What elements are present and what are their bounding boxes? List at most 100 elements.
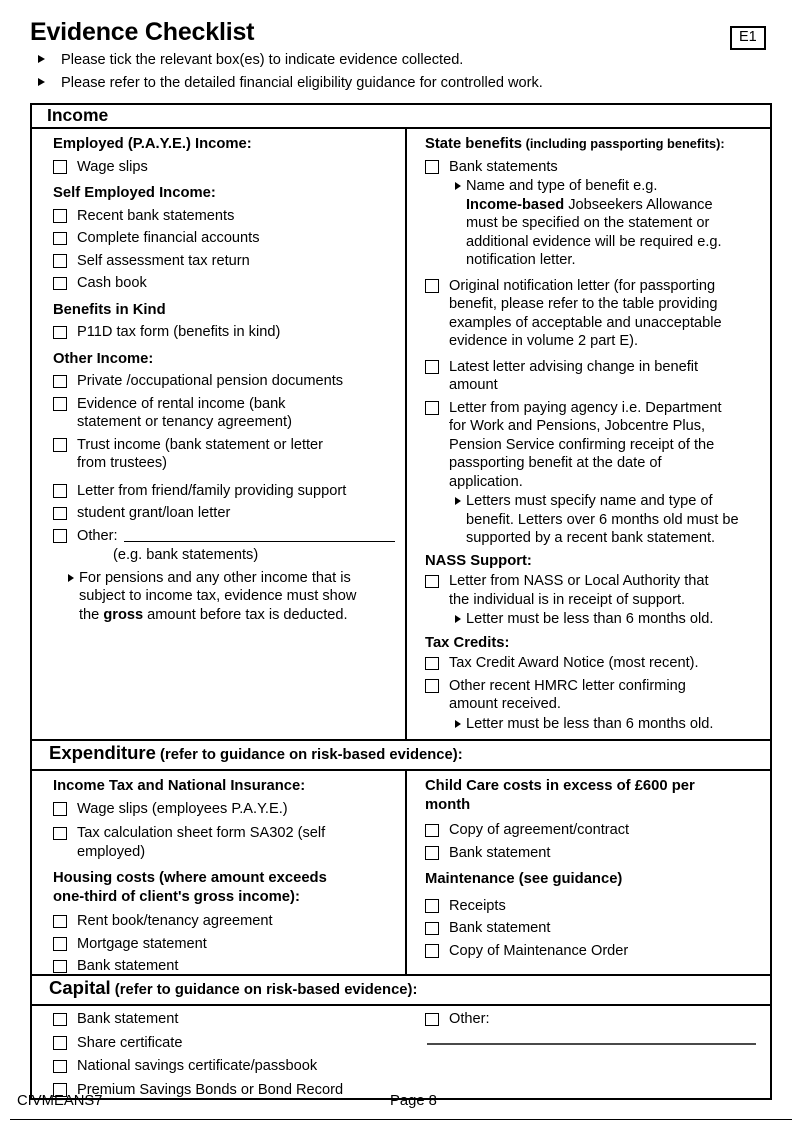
form-code-badge: E1 bbox=[730, 26, 766, 50]
capital-other-write-in-line[interactable] bbox=[427, 1042, 756, 1045]
other-income-checkbox[interactable] bbox=[53, 529, 67, 543]
other-income-heading: Other Income: bbox=[53, 350, 154, 367]
capital-right-column: Other: bbox=[407, 1006, 770, 1098]
checklist-item: Share certificate bbox=[53, 1034, 399, 1053]
p11d-tax-form-checkbox[interactable] bbox=[53, 325, 67, 339]
self-employed-income-heading: Self Employed Income: bbox=[53, 185, 216, 201]
gross-income-note: For pensions and any other income that i… bbox=[68, 569, 397, 625]
sa302-tax-calculation-checkbox[interactable] bbox=[53, 826, 67, 840]
item-label: Rent book/tenancy agreement bbox=[77, 913, 273, 929]
item-label: Evidence of rental income (bank statemen… bbox=[77, 395, 292, 431]
checklist-item: Latest letter advising change in benefit… bbox=[425, 358, 764, 395]
employed-income-heading: Employed (P.A.Y.E.) Income: bbox=[53, 136, 252, 152]
maintenance-order-checkbox[interactable] bbox=[425, 944, 439, 958]
item-label: Copy of Maintenance Order bbox=[449, 942, 629, 959]
instruction-text: Please tick the relevant box(es) to indi… bbox=[61, 52, 464, 68]
benefits-in-kind-heading: Benefits in Kind bbox=[53, 301, 166, 318]
checklist-item: Bank statements bbox=[425, 158, 764, 177]
item-label: Trust income (bank statement or letter f… bbox=[77, 436, 324, 472]
item-label: Letter from friend/family providing supp… bbox=[77, 482, 347, 499]
checklist-item: Original notification letter (for passpo… bbox=[425, 277, 764, 351]
capital-left-column: Bank statement Share certificate Nationa… bbox=[32, 1006, 407, 1098]
checklist-item: P11D tax form (benefits in kind) bbox=[53, 323, 397, 342]
nass-support-heading: NASS Support: bbox=[425, 552, 532, 569]
complete-financial-accounts-checkbox[interactable] bbox=[53, 231, 67, 245]
checklist-item: Evidence of rental income (bank statemen… bbox=[53, 395, 397, 432]
item-label: Copy of agreement/contract bbox=[449, 822, 630, 838]
cash-book-checkbox[interactable] bbox=[53, 276, 67, 290]
expenditure-section: Income Tax and National Insurance: Wage … bbox=[32, 771, 770, 974]
premium-bonds-checkbox[interactable] bbox=[53, 1083, 67, 1097]
note-text: Letter must be less than 6 months old. bbox=[466, 611, 714, 627]
heading-paren: (refer to guidance on risk-based evidenc… bbox=[155, 747, 463, 763]
other-income-write-in-line[interactable] bbox=[123, 527, 395, 542]
checklist-item: Rent book/tenancy agreement bbox=[53, 912, 397, 931]
maintenance-bank-statement-checkbox[interactable] bbox=[425, 921, 439, 935]
childcare-costs-heading: Child Care costs in excess of £600 per m… bbox=[425, 778, 695, 813]
note-text: For pensions and any other income that i… bbox=[79, 569, 356, 625]
income-left-column: Employed (P.A.Y.E.) Income: Wage slips S… bbox=[32, 129, 407, 739]
nass-letter-checkbox[interactable] bbox=[425, 574, 439, 588]
footer-rule bbox=[10, 1119, 792, 1120]
checklist-item: Trust income (bank statement or letter f… bbox=[53, 436, 397, 473]
wage-slips-paye-checkbox[interactable] bbox=[53, 802, 67, 816]
checklist-item: Bank statement bbox=[425, 844, 764, 863]
rent-book-checkbox[interactable] bbox=[53, 914, 67, 928]
capital-bank-statement-checkbox[interactable] bbox=[53, 1012, 67, 1026]
hmrc-letter-checkbox[interactable] bbox=[425, 679, 439, 693]
item-label: P11D tax form (benefits in kind) bbox=[77, 324, 281, 340]
latest-benefit-letter-checkbox[interactable] bbox=[425, 360, 439, 374]
childcare-agreement-checkbox[interactable] bbox=[425, 823, 439, 837]
childcare-bank-statement-checkbox[interactable] bbox=[425, 846, 439, 860]
checklist-item: Copy of Maintenance Order bbox=[425, 942, 764, 961]
checklist-item: Wage slips (employees P.A.Y.E.) bbox=[53, 800, 397, 819]
benefit-name-note: Name and type of benefit e.g. Income-bas… bbox=[455, 177, 764, 270]
rental-income-evidence-checkbox[interactable] bbox=[53, 397, 67, 411]
wage-slips-checkbox[interactable] bbox=[53, 160, 67, 174]
private-occupational-pension-checkbox[interactable] bbox=[53, 374, 67, 388]
item-label: Letter from paying agency i.e. Departmen… bbox=[449, 399, 722, 490]
checklist-item: Copy of agreement/contract bbox=[425, 821, 764, 840]
checklist-item: Premium Savings Bonds or Bond Record (su… bbox=[53, 1081, 399, 1099]
item-label: Cash book bbox=[77, 275, 147, 291]
item-label: Other recent HMRC letter confirming amou… bbox=[449, 677, 686, 713]
expenditure-section-header: Expenditure (refer to guidance on risk-b… bbox=[32, 739, 770, 771]
capital-other-checkbox[interactable] bbox=[425, 1012, 439, 1026]
item-label: Bank statement bbox=[449, 844, 551, 861]
income-right-column: State benefits (including passporting be… bbox=[407, 129, 770, 739]
note-bold-word: Income-based bbox=[466, 196, 565, 213]
arrow-bullet-icon bbox=[38, 55, 45, 63]
item-label: Bank statement bbox=[449, 920, 551, 936]
checklist-item: National savings certificate/passbook bbox=[53, 1057, 399, 1076]
maintenance-receipts-checkbox[interactable] bbox=[425, 899, 439, 913]
checklist-item: Complete financial accounts bbox=[53, 229, 397, 248]
housing-costs-heading: Housing costs (where amount exceeds one-… bbox=[53, 870, 327, 905]
checklist-item: student grant/loan letter bbox=[53, 504, 397, 523]
recent-bank-statements-checkbox[interactable] bbox=[53, 209, 67, 223]
paying-agency-letter-checkbox[interactable] bbox=[425, 401, 439, 415]
original-notification-letter-checkbox[interactable] bbox=[425, 279, 439, 293]
checklist-item: Private /occupational pension documents bbox=[53, 372, 397, 391]
bank-statements-checkbox[interactable] bbox=[425, 160, 439, 174]
national-savings-checkbox[interactable] bbox=[53, 1059, 67, 1073]
checklist-item: Bank statement bbox=[53, 957, 397, 974]
arrow-bullet-icon bbox=[455, 182, 461, 190]
student-grant-loan-checkbox[interactable] bbox=[53, 506, 67, 520]
item-label: Complete financial accounts bbox=[77, 230, 260, 246]
instruction-line: Please refer to the detailed financial e… bbox=[38, 74, 543, 93]
friend-family-letter-checkbox[interactable] bbox=[53, 484, 67, 498]
income-section-header: Income bbox=[32, 105, 770, 129]
share-certificate-checkbox[interactable] bbox=[53, 1036, 67, 1050]
item-label: Bank statements bbox=[449, 158, 558, 175]
checklist-table: Income Employed (P.A.Y.E.) Income: Wage … bbox=[30, 103, 772, 1100]
item-label: Share certificate bbox=[77, 1034, 183, 1051]
tax-credit-award-notice-checkbox[interactable] bbox=[425, 656, 439, 670]
checklist-item: Cash book bbox=[53, 274, 397, 293]
trust-income-checkbox[interactable] bbox=[53, 438, 67, 452]
mortgage-statement-checkbox[interactable] bbox=[53, 937, 67, 951]
housing-bank-statement-checkbox[interactable] bbox=[53, 959, 67, 973]
checklist-item: Letter from paying agency i.e. Departmen… bbox=[425, 399, 764, 492]
self-assessment-tax-return-checkbox[interactable] bbox=[53, 254, 67, 268]
income-section: Employed (P.A.Y.E.) Income: Wage slips S… bbox=[32, 129, 770, 739]
page-title: Evidence Checklist bbox=[30, 18, 255, 46]
